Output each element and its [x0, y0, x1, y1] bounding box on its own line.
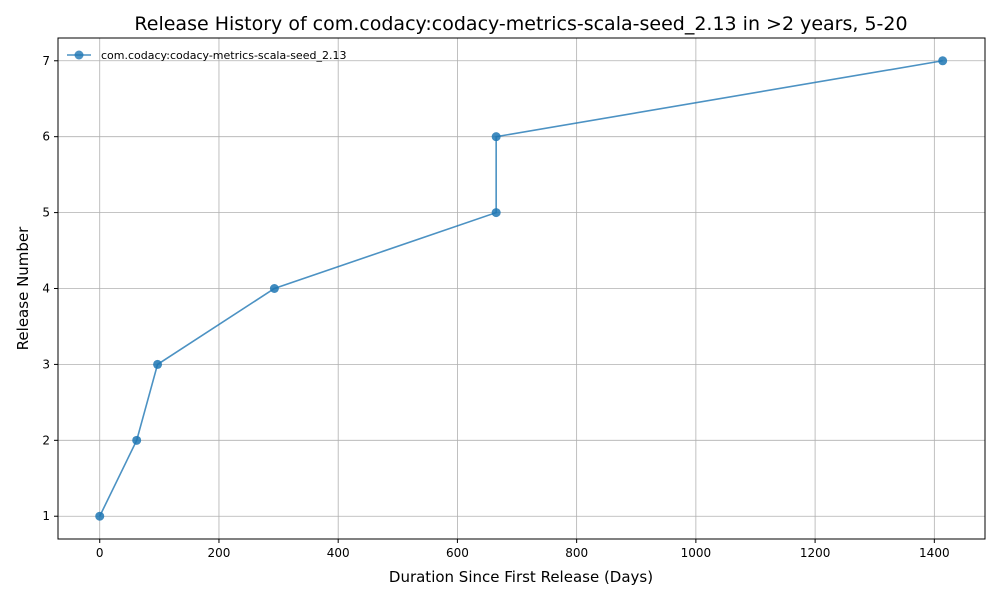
y-axis-ticks: 1 2 3 4 5 6 7: [42, 54, 58, 523]
x-axis-label: Duration Since First Release (Days): [389, 568, 653, 586]
data-point: [153, 359, 163, 369]
x-tick-label: 600: [446, 546, 469, 560]
legend-point-marker: [74, 50, 84, 60]
x-tick-label: 800: [565, 546, 588, 560]
x-tick-label: 200: [208, 546, 231, 560]
y-tick-label: 5: [42, 206, 50, 220]
data-point: [95, 511, 105, 521]
x-tick-label: 1200: [800, 546, 831, 560]
y-axis-label: Release Number: [14, 226, 32, 350]
x-axis-ticks: 0 200 400 600 800 1000 1200 1400: [96, 539, 950, 560]
legend: com.codacy:codacy-metrics-scala-seed_2.1…: [67, 49, 346, 62]
y-tick-label: 7: [42, 54, 50, 68]
legend-label: com.codacy:codacy-metrics-scala-seed_2.1…: [101, 49, 346, 62]
y-tick-label: 1: [42, 509, 50, 523]
series-layer: [95, 56, 948, 521]
data-point: [491, 132, 501, 142]
y-tick-label: 6: [42, 130, 50, 144]
chart-title: Release History of com.codacy:codacy-met…: [134, 13, 907, 35]
x-tick-label: 400: [327, 546, 350, 560]
grid: [58, 38, 985, 539]
y-tick-label: 4: [42, 282, 50, 296]
data-point: [132, 435, 142, 445]
data-point: [491, 208, 501, 218]
x-tick-label: 1400: [919, 546, 950, 560]
y-tick-label: 2: [42, 433, 50, 447]
data-point: [938, 56, 948, 66]
data-point: [269, 284, 279, 293]
y-tick-label: 3: [42, 357, 50, 371]
x-tick-label: 1000: [681, 546, 712, 560]
x-tick-label: 0: [96, 546, 104, 560]
